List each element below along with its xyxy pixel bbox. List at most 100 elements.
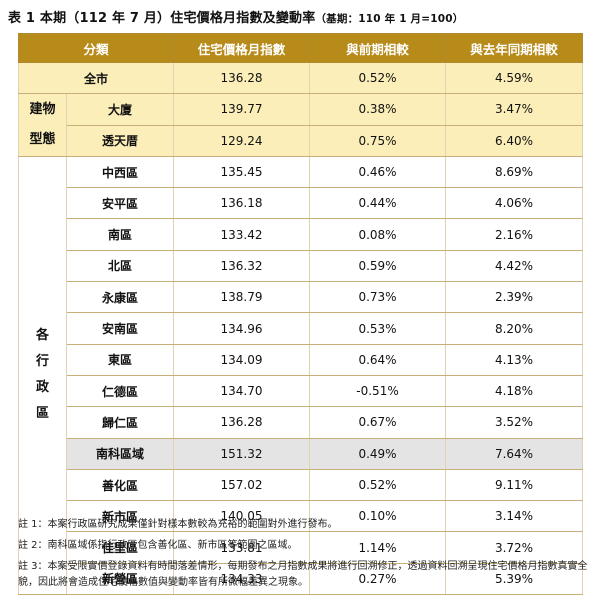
index-cell: 134.70 [173, 375, 311, 408]
row-label: 東區 [65, 344, 175, 376]
table-row: 佳里區 133.81 1.14% 3.72% [19, 531, 584, 564]
yoy-cell: 2.39% [445, 281, 584, 314]
index-cell: 129.24 [173, 125, 311, 157]
yoy-cell: 8.69% [445, 156, 584, 189]
row-label: 安南區 [65, 312, 175, 345]
group-label-line: 型態 [29, 132, 56, 148]
housing-index-table: 分類 住宅價格月指數 與前期相較 與去年同期相較 全市 136.28 0.52%… [17, 33, 584, 596]
index-cell: 139.77 [173, 93, 311, 126]
row-label: 北區 [65, 250, 175, 283]
yoy-cell: 3.52% [445, 406, 584, 439]
header-yoy: 與去年同期相較 [445, 33, 584, 63]
group-label-char: 行 [35, 354, 49, 370]
mom-cell: 0.52% [309, 469, 447, 502]
table-header-row: 分類 住宅價格月指數 與前期相較 與去年同期相較 [17, 33, 584, 63]
header-mom: 與前期相較 [309, 33, 447, 63]
mom-cell: 0.46% [309, 156, 447, 189]
table-row: 東區 134.09 0.64% 4.13% [19, 344, 584, 376]
index-cell: 136.32 [173, 250, 311, 283]
yoy-cell: 4.18% [445, 375, 584, 408]
table-row: 仁德區 134.70 -0.51% 4.18% [19, 375, 584, 408]
footnote: 註 1：本案行政區研究成果僅針對樣本數較為充裕的範圍對外進行發布。 [18, 519, 338, 530]
footnotes: 註 1：本案行政區研究成果僅針對樣本數較為充裕的範圍對外進行發布。 註 2：南科… [18, 517, 588, 596]
yoy-cell: 4.42% [445, 250, 584, 283]
mom-cell: 0.08% [309, 218, 447, 251]
mom-cell: 0.10% [309, 500, 447, 533]
row-label: 南科區域 [65, 438, 175, 470]
table-row: 歸仁區 136.28 0.67% 3.52% [19, 406, 584, 439]
group-label-char: 區 [35, 406, 49, 422]
header-index: 住宅價格月指數 [173, 33, 311, 63]
index-cell: 140.05 [173, 500, 311, 533]
table-row: 新市區 140.05 0.10% 3.14% [19, 500, 584, 533]
yoy-cell: 6.40% [445, 125, 584, 157]
mom-cell: 0.53% [309, 312, 447, 345]
row-label: 仁德區 [65, 375, 175, 408]
footnote: 註 2：南科區域係指行政區包含善化區、新市區等範圍之區域。 [18, 540, 298, 551]
row-label: 善化區 [65, 469, 175, 502]
row-label: 南區 [65, 218, 175, 251]
index-cell: 138.79 [173, 281, 311, 314]
title-base-period: （基期：110 年 1 月=100） [315, 13, 464, 25]
index-cell: 133.81 [173, 531, 311, 564]
table-row: 安平區 136.18 0.44% 4.06% [19, 187, 584, 220]
yoy-cell: 3.47% [445, 93, 584, 126]
mom-cell: 0.75% [309, 125, 447, 157]
mom-cell: 0.27% [309, 563, 447, 596]
row-label: 新市區 [65, 500, 175, 533]
mom-cell: 0.38% [309, 93, 447, 126]
row-label: 中西區 [65, 156, 175, 189]
row-label: 永康區 [65, 281, 175, 314]
table-row: 南區 133.42 0.08% 2.16% [19, 218, 584, 251]
yoy-cell: 2.16% [445, 218, 584, 251]
index-cell: 136.28 [173, 62, 311, 95]
table-row: 善化區 157.02 0.52% 9.11% [19, 469, 584, 502]
table-row: 永康區 138.79 0.73% 2.39% [19, 281, 584, 314]
table-row: 透天厝 129.24 0.75% 6.40% [19, 125, 584, 157]
table-row: 新營區 134.33 0.27% 5.39% [19, 563, 584, 596]
table-row-total: 全市 136.28 0.52% 4.59% [17, 62, 584, 95]
table-row: 建物型態 大廈 139.77 0.38% 3.47% [18, 93, 584, 157]
index-cell: 134.33 [173, 563, 311, 596]
index-cell: 136.28 [173, 406, 311, 439]
mom-cell: 0.73% [309, 281, 447, 314]
mom-cell: 0.67% [309, 406, 447, 439]
building-type-group-label: 建物 型態 [18, 93, 67, 157]
yoy-cell: 4.06% [445, 187, 584, 220]
mom-cell: 0.64% [309, 344, 447, 376]
table-row: 安南區 134.96 0.53% 8.20% [19, 312, 584, 345]
yoy-cell: 8.20% [445, 312, 584, 345]
group-label-line: 建物 [29, 102, 56, 118]
mom-cell: -0.51% [309, 375, 447, 408]
yoy-cell: 3.14% [445, 500, 584, 533]
mom-cell: 0.44% [309, 187, 447, 220]
index-cell: 136.18 [173, 187, 311, 220]
index-cell: 135.45 [173, 156, 311, 189]
table-row-highlighted: 南科區域 151.32 0.49% 7.64% [19, 438, 584, 470]
row-label: 佳里區 [65, 531, 175, 564]
yoy-cell: 5.39% [445, 563, 584, 596]
group-label-char: 政 [35, 380, 49, 396]
row-label: 透天厝 [65, 125, 175, 157]
page-title: 表 1 本期（112 年 7 月）住宅價格月指數及變動率（基期：110 年 1 … [8, 7, 463, 26]
title-main: 表 1 本期（112 年 7 月）住宅價格月指數及變動率 [8, 11, 316, 26]
group-label-char: 各 [35, 328, 49, 344]
row-label: 安平區 [65, 187, 175, 220]
header-category: 分類 [17, 33, 175, 63]
yoy-cell: 9.11% [445, 469, 584, 502]
yoy-cell: 3.72% [445, 531, 584, 564]
yoy-cell: 4.59% [445, 62, 584, 95]
mom-cell: 0.49% [309, 438, 447, 470]
yoy-cell: 7.64% [445, 438, 584, 470]
index-cell: 157.02 [173, 469, 311, 502]
yoy-cell: 4.13% [445, 344, 584, 376]
row-label: 新營區 [65, 563, 175, 596]
index-cell: 134.09 [173, 344, 311, 376]
district-group-label: 各行政區 [18, 156, 67, 596]
row-label: 全市 [17, 62, 175, 95]
table-row: 各行政區 中西區 135.45 0.46% 8.69% [18, 156, 584, 596]
row-label: 大廈 [65, 93, 175, 126]
mom-cell: 1.14% [309, 531, 447, 564]
mom-cell: 0.52% [309, 62, 447, 95]
